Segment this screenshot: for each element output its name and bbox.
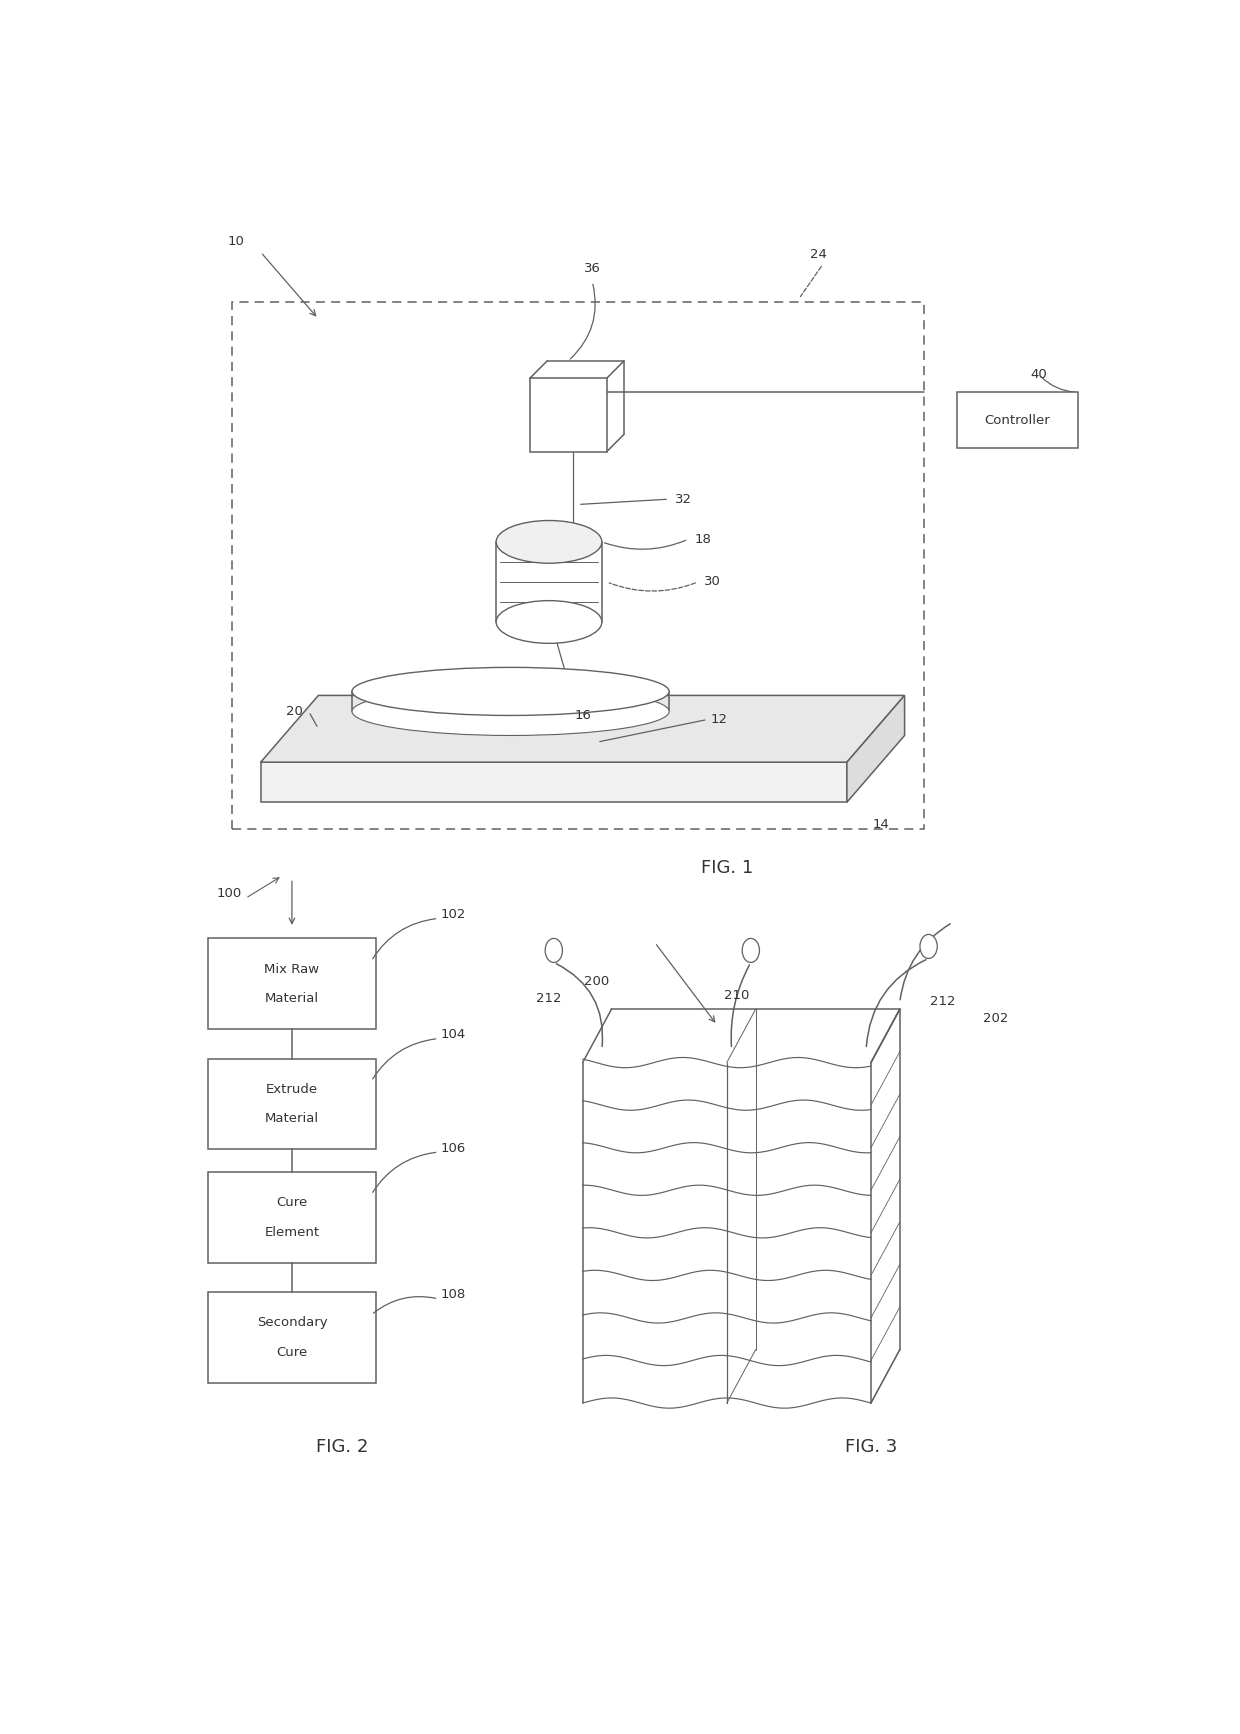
- Polygon shape: [847, 695, 905, 803]
- Ellipse shape: [352, 668, 670, 716]
- Text: FIG. 3: FIG. 3: [844, 1437, 897, 1457]
- Text: 104: 104: [440, 1028, 465, 1040]
- Text: Material: Material: [265, 992, 319, 1006]
- Text: 40: 40: [1030, 369, 1048, 381]
- Text: 102: 102: [440, 909, 465, 921]
- Text: 14: 14: [872, 818, 889, 831]
- Bar: [208, 1292, 376, 1384]
- Text: 200: 200: [584, 975, 610, 988]
- Circle shape: [546, 938, 563, 962]
- Text: Material: Material: [265, 1111, 319, 1125]
- Circle shape: [743, 938, 759, 962]
- Text: 16: 16: [574, 709, 591, 721]
- Bar: [208, 1058, 376, 1150]
- Text: Controller: Controller: [985, 414, 1050, 427]
- Text: 100: 100: [217, 886, 242, 900]
- Bar: [208, 938, 376, 1030]
- Polygon shape: [260, 763, 847, 803]
- Text: 36: 36: [584, 262, 600, 274]
- Polygon shape: [260, 695, 905, 763]
- Text: 106: 106: [440, 1141, 465, 1155]
- Text: FIG. 2: FIG. 2: [316, 1437, 368, 1457]
- Text: 20: 20: [286, 706, 303, 718]
- Text: 18: 18: [694, 532, 712, 546]
- Text: 30: 30: [704, 576, 720, 588]
- Bar: [208, 1172, 376, 1262]
- Text: Element: Element: [264, 1226, 320, 1238]
- Text: FIG. 1: FIG. 1: [701, 858, 753, 877]
- Bar: [232, 302, 924, 829]
- Text: Cure: Cure: [277, 1196, 308, 1209]
- Ellipse shape: [496, 600, 601, 643]
- Text: Secondary: Secondary: [257, 1316, 327, 1330]
- Text: Cure: Cure: [277, 1346, 308, 1359]
- Text: 212: 212: [536, 992, 562, 1006]
- Text: 210: 210: [724, 990, 749, 1002]
- Text: 32: 32: [675, 492, 692, 506]
- Text: Extrude: Extrude: [265, 1082, 317, 1096]
- Text: 108: 108: [440, 1288, 465, 1302]
- Text: 202: 202: [983, 1013, 1008, 1025]
- Text: 24: 24: [810, 248, 827, 262]
- Text: 212: 212: [930, 995, 956, 1007]
- Text: 12: 12: [711, 713, 728, 727]
- Bar: [957, 392, 1078, 449]
- Ellipse shape: [496, 520, 601, 564]
- Circle shape: [920, 935, 937, 959]
- Text: 10: 10: [227, 236, 244, 248]
- Ellipse shape: [352, 687, 670, 735]
- Text: Mix Raw: Mix Raw: [264, 962, 320, 976]
- Bar: [529, 378, 606, 453]
